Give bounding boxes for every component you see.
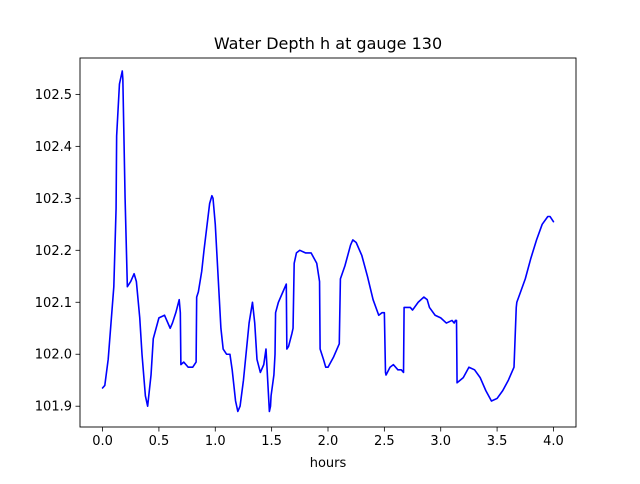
y-tick-label: 101.9 bbox=[35, 400, 72, 415]
y-tick-label: 102.3 bbox=[35, 192, 72, 207]
x-axis-label: hours bbox=[310, 456, 347, 471]
x-tick-label: 1.5 bbox=[261, 434, 282, 449]
x-tick-label: 1.0 bbox=[205, 434, 226, 449]
y-tick-label: 102.0 bbox=[35, 348, 72, 363]
x-tick-label: 4.0 bbox=[543, 434, 564, 449]
y-tick-label: 102.4 bbox=[35, 140, 72, 155]
x-tick-label: 3.0 bbox=[430, 434, 451, 449]
x-tick-label: 0.0 bbox=[92, 434, 113, 449]
series-line-0 bbox=[101, 70, 555, 413]
x-tick-label: 2.5 bbox=[374, 434, 395, 449]
x-tick-label: 3.5 bbox=[487, 434, 508, 449]
chart-title: Water Depth h at gauge 130 bbox=[214, 34, 442, 53]
axes-frame bbox=[79, 57, 577, 428]
x-tick-label: 0.5 bbox=[149, 434, 170, 449]
y-tick-label: 102.2 bbox=[35, 244, 72, 259]
y-tick-label: 102.1 bbox=[35, 296, 72, 311]
x-tick-label: 2.0 bbox=[318, 434, 339, 449]
y-tick-label: 102.5 bbox=[35, 88, 72, 103]
plot-area: 0.0 0.5 1.0 1.5 2.0 2.5 3.0 3.5 4.0 101.9 102.0 102… bbox=[35, 57, 577, 449]
